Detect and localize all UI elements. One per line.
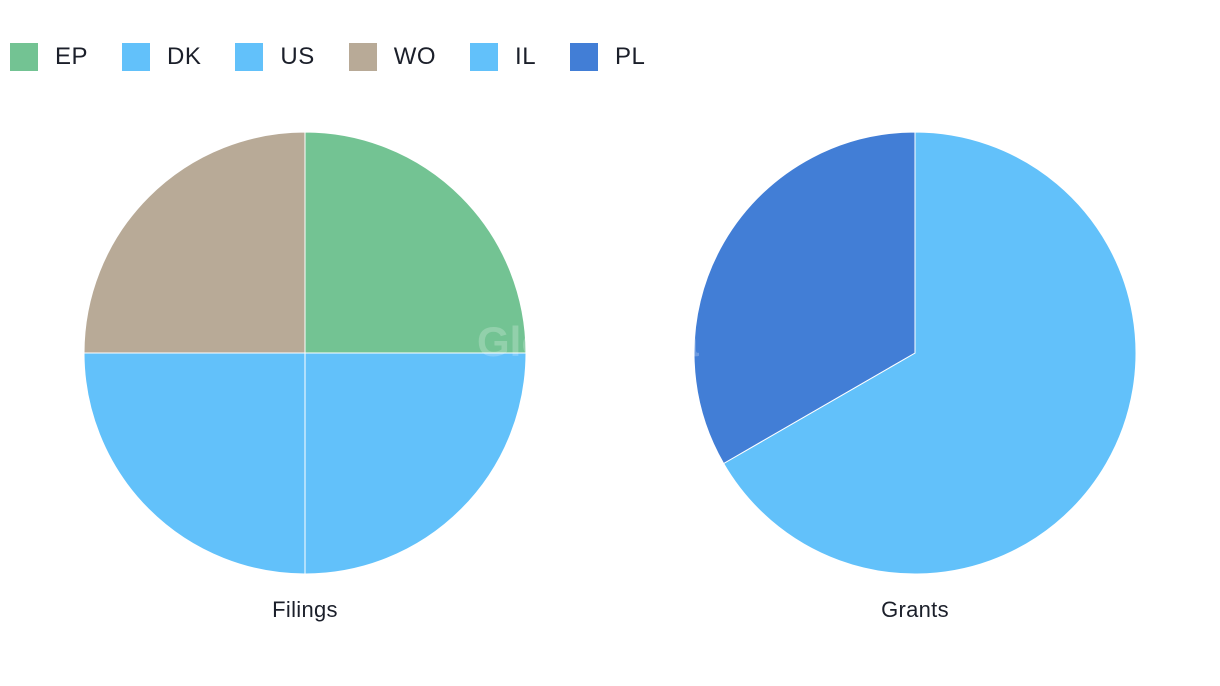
pie-slice-filings-ep[interactable] [304, 131, 527, 354]
legend-label-dk: DK [167, 43, 202, 70]
legend-swatch-dk [122, 43, 151, 71]
legend-label-us: US [280, 43, 315, 70]
legend-label-wo: WO [393, 43, 437, 70]
legend-item-us[interactable]: US [235, 43, 314, 71]
pie-grants-slices [693, 131, 1137, 575]
pie-filings-slices [83, 131, 527, 575]
legend-item-dk[interactable]: DK [122, 43, 201, 71]
legend-swatch-us [235, 43, 264, 71]
legend-swatch-pl [570, 43, 599, 71]
pie-title-filings: Filings [272, 597, 338, 622]
legend-label-pl: PL [615, 43, 646, 70]
legend-label-il: IL [515, 43, 537, 70]
pie-grants: Grants [693, 131, 1137, 622]
pie-slice-filings-dk[interactable] [83, 352, 306, 575]
pie-filings: Filings [83, 131, 527, 622]
legend-item-wo[interactable]: WO [348, 43, 437, 71]
pie-title-grants: Grants [881, 597, 949, 622]
pie-slice-grants-il[interactable] [722, 131, 1137, 575]
legend-swatch-il [470, 43, 499, 71]
pie-slice-filings-wo[interactable] [83, 131, 306, 354]
pie-slice-grants-pl[interactable] [693, 131, 916, 465]
legend-item-pl[interactable]: PL [570, 43, 645, 71]
legend-swatch-ep [10, 43, 38, 71]
legend: EP DK US WO IL PL [10, 40, 679, 74]
legend-item-il[interactable]: IL [470, 43, 536, 71]
pie-slice-filings-us[interactable] [304, 352, 527, 575]
legend-label-ep: EP [55, 43, 89, 70]
legend-item-ep[interactable]: EP [10, 43, 88, 71]
legend-swatch-wo [348, 43, 377, 71]
